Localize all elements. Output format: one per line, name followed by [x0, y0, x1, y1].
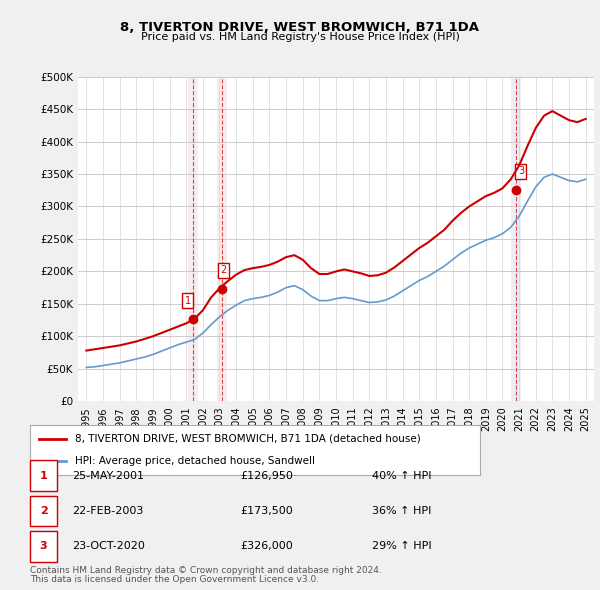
- Text: 1: 1: [185, 296, 191, 306]
- Text: 29% ↑ HPI: 29% ↑ HPI: [372, 542, 431, 551]
- Text: £173,500: £173,500: [240, 506, 293, 516]
- Text: 8, TIVERTON DRIVE, WEST BROMWICH, B71 1DA (detached house): 8, TIVERTON DRIVE, WEST BROMWICH, B71 1D…: [75, 434, 421, 444]
- Text: £326,000: £326,000: [240, 542, 293, 551]
- Text: 2: 2: [220, 266, 226, 276]
- Text: This data is licensed under the Open Government Licence v3.0.: This data is licensed under the Open Gov…: [30, 575, 319, 584]
- Text: HPI: Average price, detached house, Sandwell: HPI: Average price, detached house, Sand…: [75, 456, 315, 466]
- Text: 23-OCT-2020: 23-OCT-2020: [72, 542, 145, 551]
- Text: 40% ↑ HPI: 40% ↑ HPI: [372, 471, 431, 480]
- Bar: [217, 77, 227, 401]
- Text: 1: 1: [40, 471, 47, 480]
- Text: Price paid vs. HM Land Registry's House Price Index (HPI): Price paid vs. HM Land Registry's House …: [140, 32, 460, 42]
- Text: 8, TIVERTON DRIVE, WEST BROMWICH, B71 1DA: 8, TIVERTON DRIVE, WEST BROMWICH, B71 1D…: [121, 21, 479, 34]
- Bar: [188, 77, 197, 401]
- Text: 2: 2: [40, 506, 47, 516]
- Text: 25-MAY-2001: 25-MAY-2001: [72, 471, 144, 480]
- Text: £126,950: £126,950: [240, 471, 293, 480]
- Text: 22-FEB-2003: 22-FEB-2003: [72, 506, 143, 516]
- Text: 36% ↑ HPI: 36% ↑ HPI: [372, 506, 431, 516]
- Text: 3: 3: [518, 166, 524, 176]
- Bar: [511, 77, 521, 401]
- Text: Contains HM Land Registry data © Crown copyright and database right 2024.: Contains HM Land Registry data © Crown c…: [30, 566, 382, 575]
- Text: 3: 3: [40, 542, 47, 551]
